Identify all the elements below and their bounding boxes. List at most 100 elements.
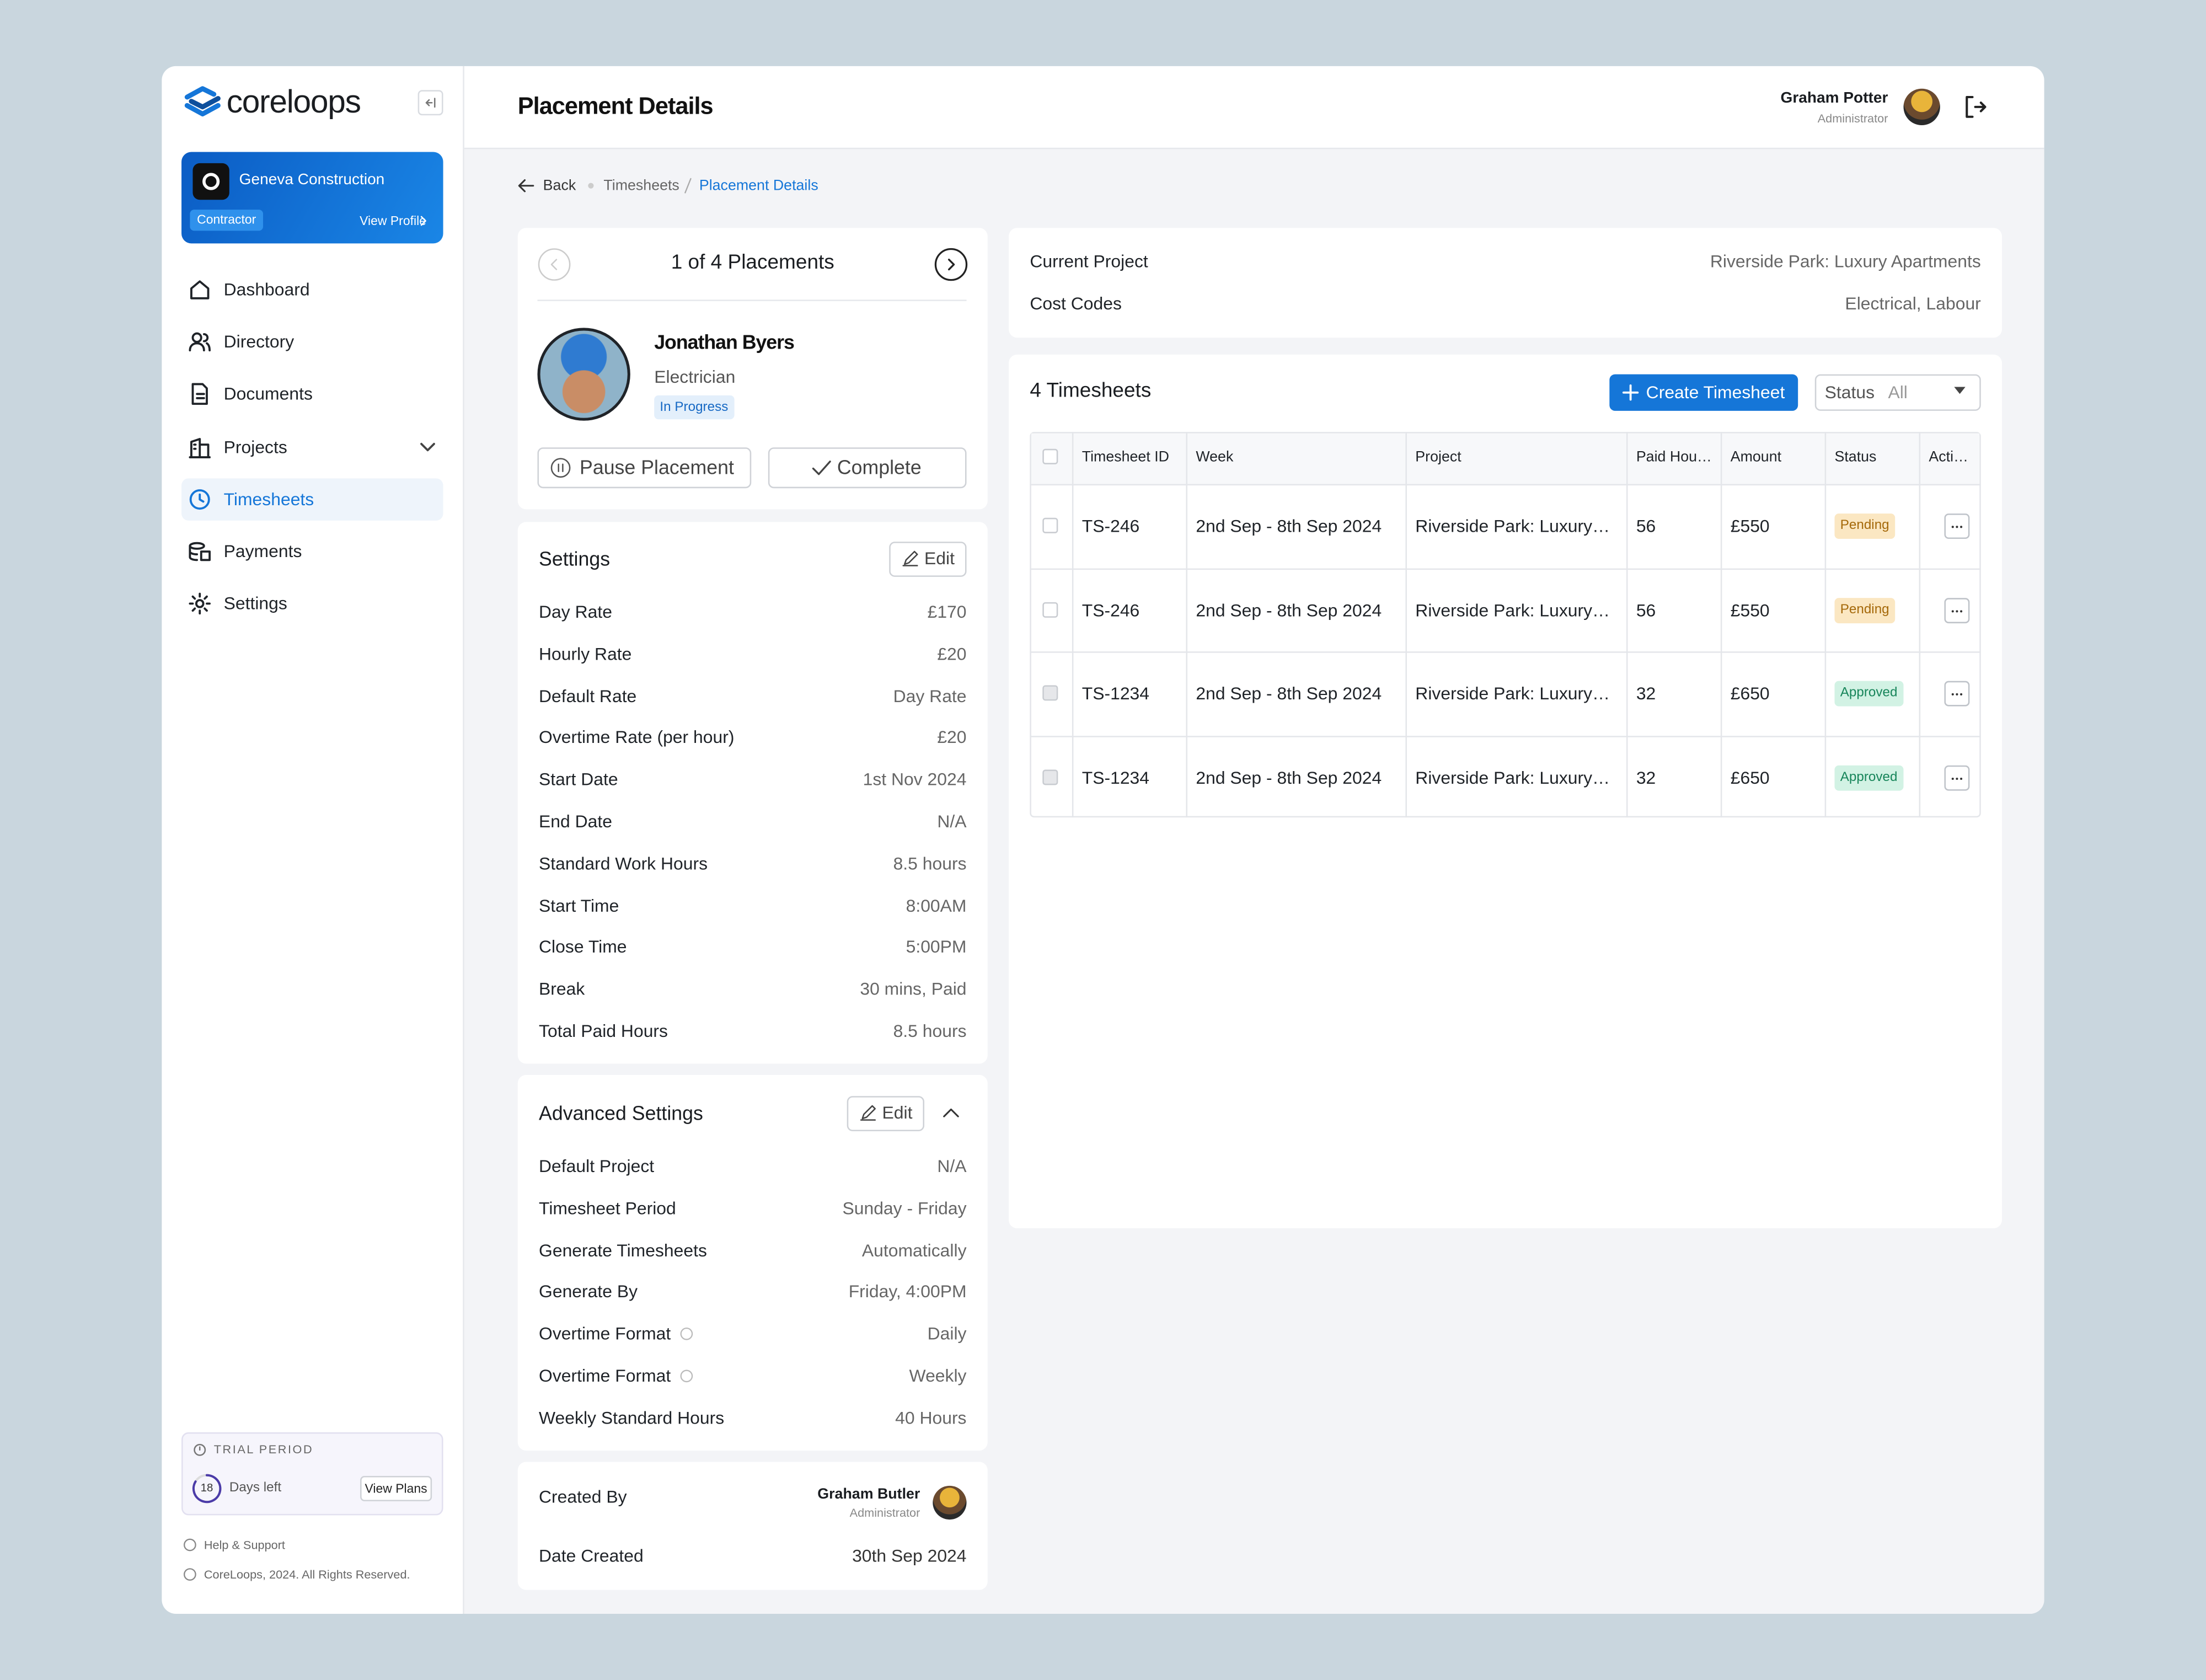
created-card (517, 1462, 988, 1590)
nav-item[interactable]: Directory (223, 332, 295, 352)
setting-value: N/A (937, 811, 967, 832)
setting-label: Close Time (539, 937, 627, 957)
nav-icon (189, 592, 211, 615)
nav-item[interactable]: Timesheets (223, 489, 314, 509)
dots (1950, 608, 1964, 613)
row-action-button[interactable] (1944, 597, 1970, 623)
edit-button[interactable] (847, 1096, 925, 1132)
breadcrumb-item[interactable]: Timesheets (603, 177, 679, 195)
user-role: Administrator (1817, 111, 1888, 126)
checkbox[interactable] (1042, 685, 1058, 701)
setting-value: 1st Nov 2024 (863, 769, 967, 790)
table-header (1031, 433, 1980, 484)
row-line (1030, 568, 1981, 569)
copyright: CoreLoops, 2024. All Rights Reserved. (204, 1567, 410, 1582)
column-line (1405, 432, 1407, 818)
setting-label: Overtime Rate (per hour) (539, 727, 735, 748)
setting-label: Overtime Format (539, 1324, 671, 1344)
date-label: Date Created (539, 1546, 644, 1566)
setting-label: Total Paid Hours (539, 1021, 668, 1041)
nav-item[interactable]: Settings (223, 594, 287, 614)
setting-value: 8.5 hours (893, 853, 967, 874)
cell: £550 (1730, 600, 1770, 620)
next-button[interactable] (934, 248, 968, 281)
status-badge: Pending (1834, 513, 1895, 539)
back-icon (518, 177, 535, 194)
setting-value: 30 mins, Paid (860, 979, 967, 999)
dots (1950, 525, 1964, 529)
logo-icon (183, 84, 222, 121)
nav-item[interactable]: Projects (223, 437, 287, 457)
section-title: Advanced Settings (539, 1101, 703, 1125)
table (1030, 432, 1981, 818)
cell: 2nd Sep - 8th Sep 2024 (1196, 516, 1382, 536)
setting-value: 40 Hours (895, 1408, 967, 1428)
prev-button[interactable] (537, 248, 571, 281)
cell: £650 (1730, 683, 1770, 704)
dots (1950, 692, 1964, 697)
create-button[interactable] (1609, 374, 1798, 411)
checkbox[interactable] (1042, 517, 1058, 533)
column-line (1919, 432, 1921, 818)
column-header: Acti… (1929, 448, 1968, 466)
checkbox[interactable] (1042, 769, 1058, 785)
user-name: Graham Potter (1780, 90, 1888, 107)
column-line (1626, 432, 1628, 818)
nav-item[interactable]: Payments (223, 542, 302, 561)
creator-role: Administrator (849, 1505, 920, 1520)
timesheets-title: 4 Timesheets (1030, 379, 1152, 403)
action-icon (550, 457, 571, 478)
org-role: Contractor (190, 210, 264, 231)
creator-avatar (933, 1485, 967, 1520)
checkbox[interactable] (1042, 601, 1058, 617)
cell: 32 (1636, 683, 1656, 704)
nav-item[interactable]: Dashboard (223, 280, 310, 300)
edit-label: Edit (924, 548, 955, 569)
breadcrumb-sep (684, 177, 692, 194)
edit-label: Edit (882, 1103, 913, 1123)
setting-value: £20 (937, 644, 967, 664)
org-name: Geneva Construction (239, 172, 385, 189)
setting-value: Weekly (909, 1366, 967, 1386)
breadcrumb-back[interactable]: Back (543, 177, 576, 195)
date-value: 30th Sep 2024 (852, 1546, 967, 1566)
brand: coreloops (226, 83, 361, 120)
nav-active-bg (181, 478, 443, 521)
info-icon (679, 1327, 694, 1341)
filter-value: All (1888, 382, 1908, 403)
setting-label: End Date (539, 811, 613, 832)
setting-value: Friday, 4:00PM (848, 1282, 967, 1302)
timesheets-card (1009, 354, 2002, 1229)
info-icon (679, 1369, 694, 1383)
collapse-chevron[interactable] (943, 1107, 960, 1119)
cell: £650 (1730, 767, 1770, 788)
help-link[interactable]: Help & Support (204, 1538, 285, 1552)
status-filter[interactable] (1814, 374, 1981, 411)
breadcrumb-dot (588, 183, 594, 189)
action-button[interactable] (537, 447, 752, 489)
logout-icon[interactable] (1963, 94, 1988, 120)
collapse-button[interactable] (417, 90, 443, 116)
plus-icon (1622, 384, 1639, 401)
header-border (464, 147, 2044, 149)
view-plans-button[interactable]: View Plans (360, 1475, 432, 1501)
setting-label: Generate By (539, 1282, 638, 1302)
nav-item[interactable]: Documents (223, 384, 313, 405)
edit-button[interactable] (889, 542, 967, 577)
setting-label: Hourly Rate (539, 644, 632, 664)
action-button[interactable] (768, 447, 967, 489)
create-label: Create Timesheet (1646, 382, 1785, 403)
column-header: Project (1415, 448, 1461, 466)
advanced-card (517, 1074, 988, 1451)
breadcrumb-item: Placement Details (699, 177, 818, 195)
cell: £550 (1730, 516, 1770, 536)
column-line (1072, 432, 1074, 818)
checkbox[interactable] (1042, 448, 1058, 464)
settings-card (517, 522, 988, 1064)
collapse-icon (422, 94, 439, 111)
trial-ring (191, 1473, 222, 1504)
copyright-icon (183, 1567, 197, 1582)
row-line (1030, 484, 1981, 486)
cell: 2nd Sep - 8th Sep 2024 (1196, 600, 1382, 620)
status-badge: In Progress (654, 395, 734, 420)
